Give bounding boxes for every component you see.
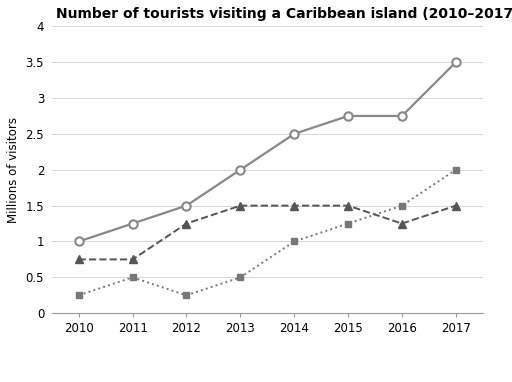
Text: Number of tourists visiting a Caribbean island (2010–2017): Number of tourists visiting a Caribbean … <box>56 7 512 21</box>
Y-axis label: Millions of visitors: Millions of visitors <box>7 117 20 223</box>
